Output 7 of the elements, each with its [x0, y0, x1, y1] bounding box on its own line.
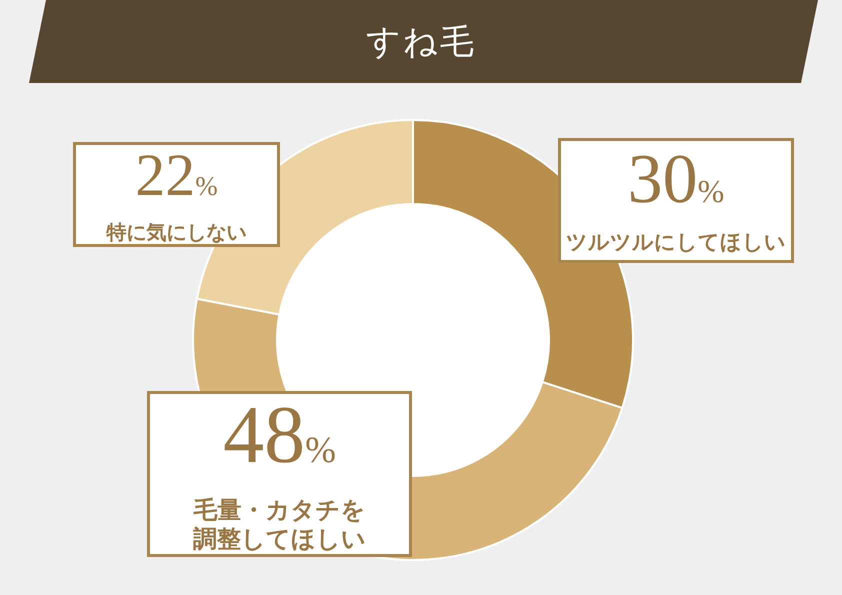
slice-label: 毛量・カタチを調整してほしい	[192, 496, 367, 554]
slice-label: 特に気にしない	[106, 220, 246, 244]
data-label: 30%	[628, 141, 724, 218]
data-label: 22%	[135, 142, 218, 208]
data-label: 48%	[223, 389, 336, 480]
slice-label: ツルツルにしてほしい	[566, 230, 786, 256]
chart-title: すね毛	[366, 20, 476, 64]
